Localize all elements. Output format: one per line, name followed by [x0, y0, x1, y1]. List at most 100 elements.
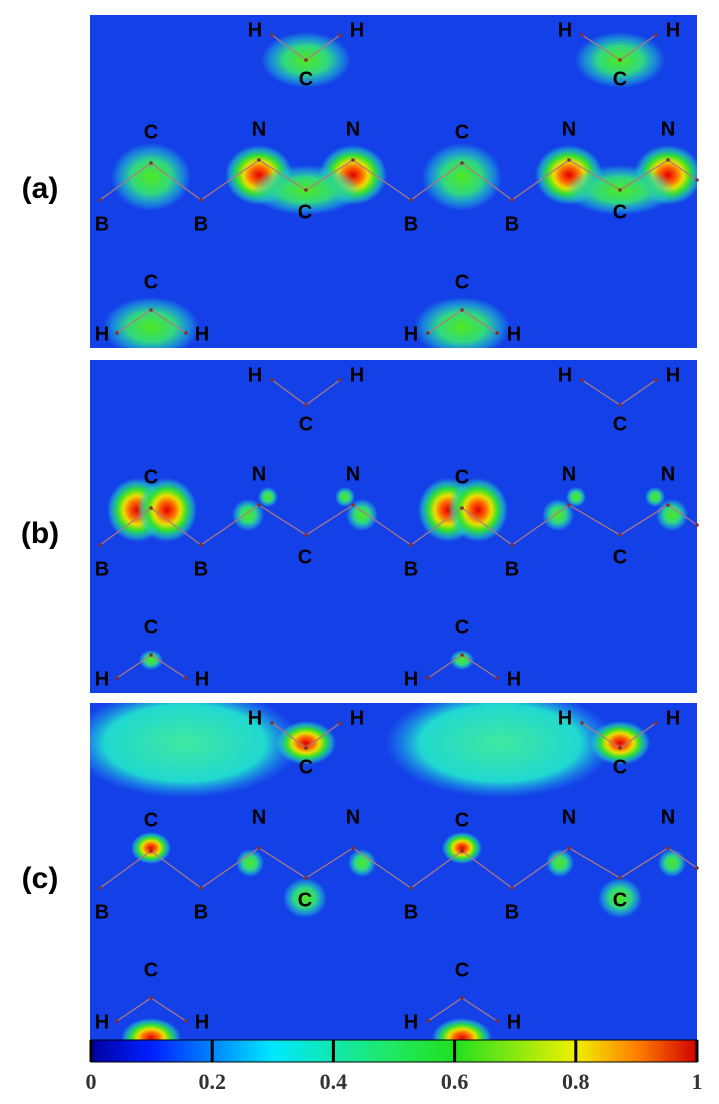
atom-label: C — [455, 616, 469, 638]
atom-label: C — [613, 546, 627, 568]
atom-site — [304, 876, 308, 880]
atom-label: H — [558, 19, 572, 41]
atom-site — [510, 543, 514, 547]
density-blob — [348, 849, 376, 877]
colorbar-tick-label: 1 — [692, 1069, 703, 1094]
atom-label: H — [507, 323, 521, 345]
atom-site — [580, 33, 584, 37]
atom-label: H — [95, 323, 109, 345]
atom-label: H — [404, 668, 418, 690]
atom-site — [115, 1019, 119, 1023]
atom-label: C — [144, 271, 158, 293]
atom-label: H — [350, 364, 364, 386]
atom-label: B — [505, 901, 519, 923]
atom-label: B — [505, 558, 519, 580]
density-blob — [432, 1018, 492, 1043]
atom-label: B — [404, 213, 418, 235]
atom-site — [510, 886, 514, 890]
atom-site — [580, 721, 584, 725]
atom-label: N — [661, 118, 675, 140]
atom-site — [304, 188, 308, 192]
atom-label: H — [248, 364, 262, 386]
atom-site — [270, 378, 274, 382]
panel-label: (a) — [22, 172, 59, 205]
atom-site — [149, 506, 153, 510]
density-blob — [103, 297, 199, 348]
atom-label: C — [299, 756, 313, 778]
density-blob — [448, 478, 508, 542]
atom-site — [149, 996, 153, 1000]
atom-site — [270, 721, 274, 725]
atom-label: N — [661, 806, 675, 828]
atom-site — [98, 886, 102, 890]
density-blob — [283, 878, 327, 918]
atom-label: H — [666, 707, 680, 729]
density-blob — [90, 703, 300, 798]
atom-label: N — [252, 118, 266, 140]
atom-label: H — [195, 323, 209, 345]
atom-label: B — [404, 901, 418, 923]
atom-label: H — [404, 323, 418, 345]
atom-label: C — [144, 466, 158, 488]
colorbar — [90, 1039, 698, 1063]
atom-site — [409, 198, 413, 202]
atom-label: H — [350, 707, 364, 729]
atom-site — [495, 1019, 499, 1023]
atom-label: B — [95, 213, 109, 235]
atom-site — [618, 533, 622, 537]
atom-site — [567, 846, 571, 850]
atom-site — [338, 33, 342, 37]
atom-label: C — [455, 809, 469, 831]
atom-label: N — [562, 463, 576, 485]
atom-site — [304, 533, 308, 537]
atom-site — [618, 403, 622, 407]
colorbar-tick-label: 0.8 — [562, 1069, 590, 1094]
atom-label: H — [95, 668, 109, 690]
atom-label: H — [195, 1011, 209, 1033]
atom-site — [351, 846, 355, 850]
density-blob — [236, 849, 264, 877]
atom-site — [98, 198, 102, 202]
panel-label: (c) — [22, 862, 59, 895]
atom-site — [495, 331, 499, 335]
atom-site — [351, 503, 355, 507]
atom-label: C — [455, 121, 469, 143]
colorbar-tick-label: 0.6 — [441, 1069, 469, 1094]
atom-site — [666, 503, 670, 507]
atom-label: H — [558, 364, 572, 386]
colorbar-tick-label: 0.2 — [198, 1069, 226, 1094]
atom-label: C — [455, 271, 469, 293]
atom-site — [184, 331, 188, 335]
density-blob — [546, 849, 574, 877]
atom-label: N — [661, 463, 675, 485]
atom-label: N — [346, 463, 360, 485]
atom-label: C — [298, 546, 312, 568]
atom-site — [654, 378, 658, 382]
elf-map — [90, 703, 686, 1043]
atom-site — [409, 886, 413, 890]
density-blob — [598, 878, 642, 918]
atom-label: H — [350, 19, 364, 41]
density-blob — [450, 650, 474, 670]
atom-site — [199, 886, 203, 890]
atom-label: C — [144, 809, 158, 831]
density-blob — [385, 703, 615, 798]
atom-label: N — [562, 806, 576, 828]
atom-site — [426, 331, 430, 335]
atom-site — [338, 721, 342, 725]
atom-label: C — [299, 68, 313, 90]
atom-label: C — [298, 201, 312, 223]
atom-site — [304, 403, 308, 407]
atom-site — [654, 721, 658, 725]
elf-map — [103, 32, 697, 348]
atom-label: C — [455, 959, 469, 981]
atom-label: B — [95, 901, 109, 923]
colorbar-tick-label: 0.4 — [320, 1069, 348, 1094]
atom-site — [149, 308, 153, 312]
atom-site — [666, 846, 670, 850]
atom-label: C — [613, 756, 627, 778]
atom-label: C — [613, 413, 627, 435]
density-blob — [442, 832, 482, 864]
atom-site — [98, 543, 102, 547]
atom-label: H — [404, 1011, 418, 1033]
